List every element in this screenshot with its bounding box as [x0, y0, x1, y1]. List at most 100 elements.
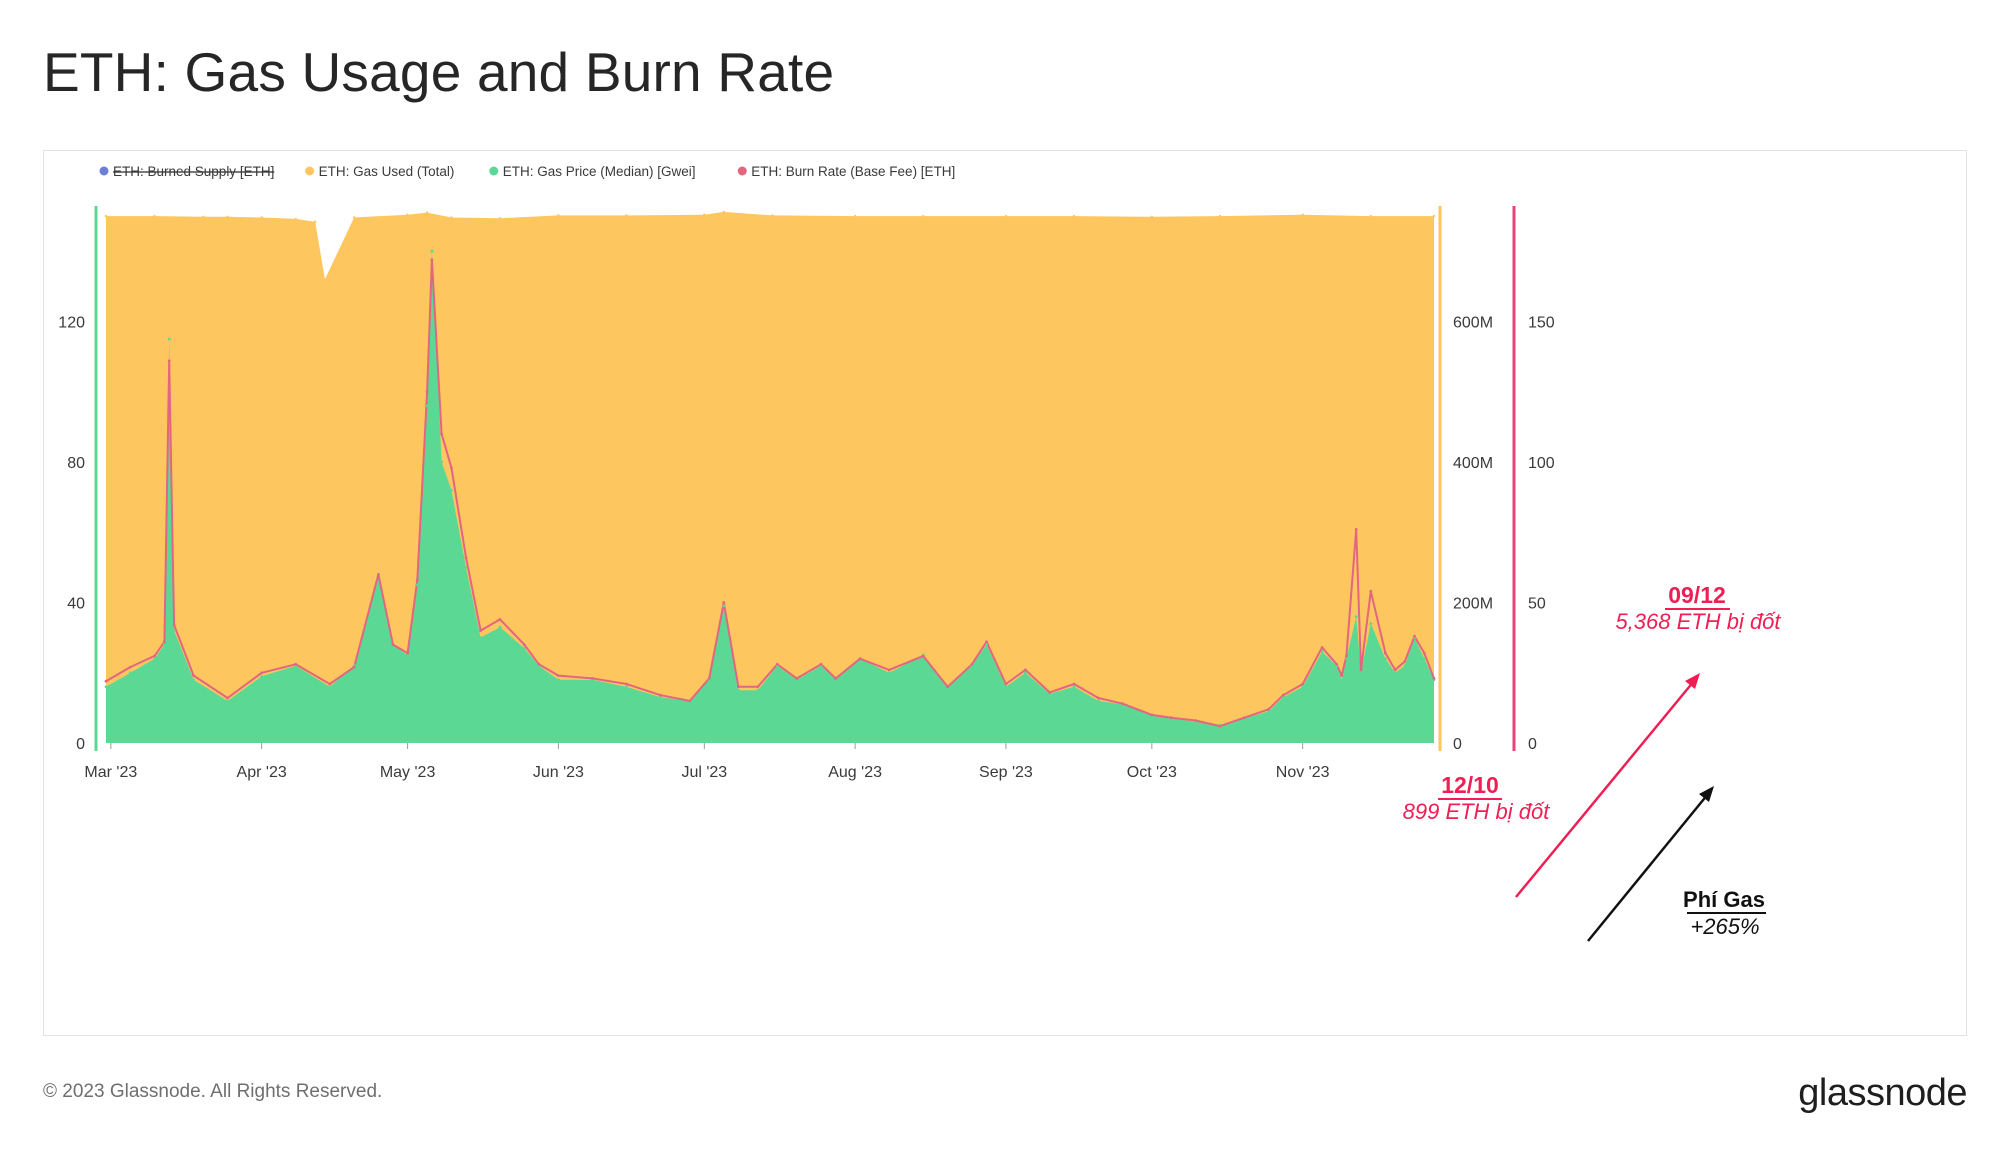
gas-price-point — [440, 460, 443, 464]
x-tick-label: Apr '23 — [237, 764, 287, 781]
gas-used-point — [498, 217, 502, 220]
annotation-red-arrow — [1515, 680, 1695, 898]
burn-rate-point — [406, 651, 409, 655]
gas-price-point — [659, 695, 662, 699]
burn-rate-point — [498, 618, 502, 621]
x-tick-label: Nov '23 — [1276, 764, 1330, 781]
gas-used-point — [557, 214, 560, 217]
burn-rate-point — [537, 662, 541, 666]
left-axis-ticks: 0 40 80 120 — [58, 315, 85, 754]
legend-label-1[interactable]: ETH: Gas Used (Total) — [319, 164, 455, 179]
gas-price-point — [1393, 671, 1397, 675]
burn-rate-point — [1340, 674, 1343, 677]
gas-price-point — [557, 678, 560, 682]
gas-price-point — [464, 566, 468, 569]
gas-used-point — [153, 214, 156, 218]
ticks-right1-label: 400M — [1453, 455, 1493, 472]
legend-label-3[interactable]: ETH: Burn Rate (Base Fee) [ETH] — [751, 164, 955, 179]
gas-price-point — [167, 337, 171, 341]
series-points — [104, 210, 1436, 728]
burn-rate-point — [795, 677, 799, 680]
burn-rate-point — [1354, 528, 1358, 531]
annotation-gas-text: +265% — [1690, 914, 1759, 939]
burn-rate-point — [1345, 654, 1348, 658]
gas-used-point — [314, 220, 317, 223]
legend-marker-1[interactable] — [305, 166, 315, 176]
gas-used-point — [406, 213, 409, 216]
gas-used-point — [1072, 214, 1076, 218]
burn-rate-point — [1004, 682, 1008, 686]
ticks-right2-label: 50 — [1528, 596, 1546, 613]
burn-rate-point — [1403, 660, 1407, 663]
gas-price-point — [1354, 615, 1358, 618]
gas-price-point — [1024, 671, 1027, 675]
legend-label-0[interactable]: ETH: Burned Supply [ETH] — [113, 164, 274, 179]
gas-price-point — [415, 583, 419, 587]
gas-used-point — [1150, 215, 1154, 218]
annotation-black-arrowhead — [1699, 786, 1714, 802]
ticks-left-label: 40 — [67, 596, 85, 613]
gas-price-point — [887, 671, 891, 675]
burn-rate-point — [1150, 713, 1154, 717]
annotation-1210-text: 899 ETH bị đốt — [1403, 799, 1551, 824]
burn-rate-point — [557, 674, 560, 677]
burn-rate-point — [985, 640, 988, 644]
burn-rate-point — [1267, 707, 1270, 711]
gas-price-point — [722, 604, 726, 608]
legend-marker-2[interactable] — [489, 166, 499, 176]
burn-rate-point — [352, 665, 356, 669]
burn-rate-point — [1242, 716, 1246, 720]
burn-rate-point — [1301, 682, 1305, 686]
gas-used-point — [202, 215, 205, 218]
x-tick-label: Oct '23 — [1127, 764, 1177, 781]
burn-rate-point — [450, 466, 453, 469]
gas-price-point — [1340, 678, 1343, 682]
legend-label-2[interactable]: ETH: Gas Price (Median) [Gwei] — [503, 164, 696, 179]
gas-used-point — [450, 216, 453, 219]
ticks-right2-label: 100 — [1528, 455, 1555, 472]
gas-used-point — [260, 216, 263, 219]
right-axis-ticks-gas-used: 0 200M 400M 600M — [1453, 315, 1493, 754]
gas-price-point — [1281, 695, 1285, 699]
gas-price-point — [1267, 710, 1270, 713]
burn-rate-point — [440, 432, 443, 436]
burn-rate-point — [172, 623, 176, 627]
burn-rate-point — [819, 662, 823, 666]
gas-price-area — [106, 251, 1434, 744]
burn-rate-point — [464, 556, 468, 559]
gas-price-point — [260, 674, 264, 678]
burn-rate-point — [1281, 693, 1285, 697]
legend-marker-3[interactable] — [737, 166, 747, 176]
gas-used-point — [425, 211, 429, 214]
burn-rate-point — [377, 573, 380, 576]
ticks-left-label: 120 — [58, 315, 85, 332]
ticks-right2-label: 150 — [1528, 315, 1555, 332]
ticks-right1-label: 200M — [1453, 596, 1493, 613]
chart-legend: ETH: Burned Supply [ETH] ETH: Gas Used (T… — [99, 164, 955, 179]
gas-price-point — [1403, 664, 1407, 668]
burn-rate-point — [1024, 668, 1027, 672]
burn-rate-point — [887, 668, 891, 672]
burn-rate-point — [167, 359, 171, 363]
burn-rate-point — [425, 390, 429, 394]
gas-price-point — [756, 688, 760, 692]
gas-used-point — [323, 278, 327, 281]
gas-used-point — [226, 215, 229, 218]
gas-used-point — [625, 214, 628, 217]
gas-used-point — [722, 210, 725, 214]
burn-rate-point — [946, 685, 949, 689]
annotation-black-arrow — [1587, 793, 1709, 942]
gas-used-point — [294, 217, 297, 221]
burn-rate-point — [834, 677, 838, 680]
burn-rate-point — [722, 601, 726, 604]
legend-marker-0[interactable] — [99, 166, 109, 176]
burn-rate-point — [1218, 724, 1222, 728]
burn-rate-point — [192, 674, 196, 677]
x-tick-label: Sep '23 — [979, 764, 1033, 781]
gas-used-area — [106, 211, 1434, 743]
burn-rate-point — [1072, 682, 1076, 686]
gas-used-point — [1432, 214, 1436, 218]
burn-rate-point — [1121, 702, 1125, 706]
x-tick-label: Mar '23 — [84, 764, 137, 781]
burn-rate-point — [858, 657, 862, 661]
